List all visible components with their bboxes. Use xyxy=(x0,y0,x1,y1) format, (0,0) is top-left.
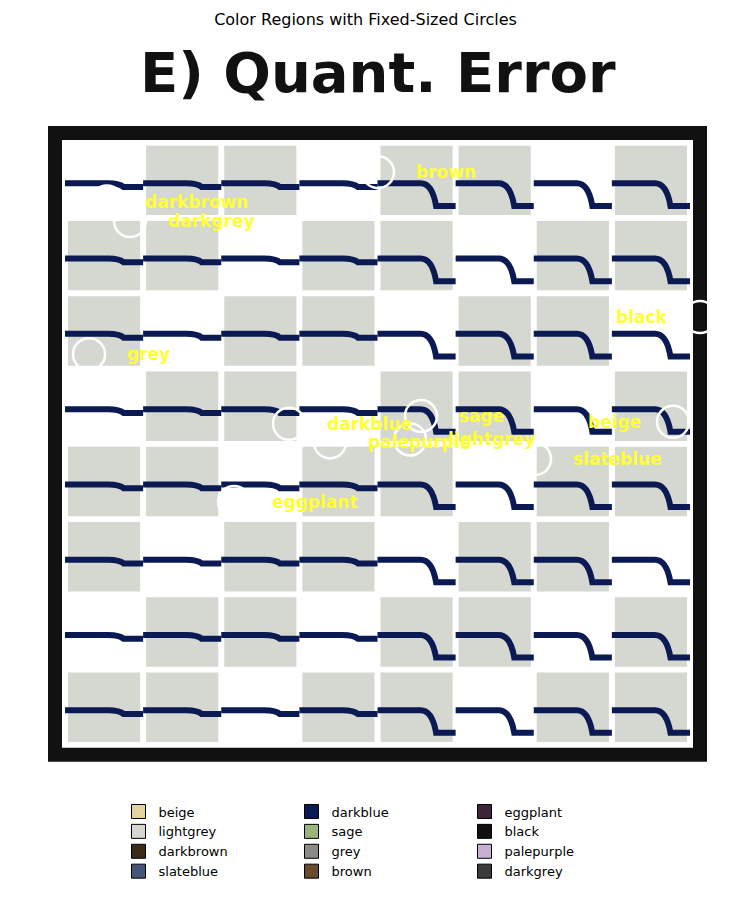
svg-text:darkbrown: darkbrown xyxy=(159,844,228,859)
svg-text:grey: grey xyxy=(332,844,361,859)
svg-text:beige: beige xyxy=(159,805,195,820)
svg-text:sage: sage xyxy=(459,406,504,426)
svg-text:brown: brown xyxy=(332,864,372,879)
svg-text:lightgrey: lightgrey xyxy=(448,429,535,449)
svg-text:eggplant: eggplant xyxy=(272,492,358,512)
svg-text:Color Regions with Fixed-Sized: Color Regions with Fixed-Sized Circles xyxy=(214,10,517,29)
svg-text:slateblue: slateblue xyxy=(573,449,662,469)
svg-text:beige: beige xyxy=(588,412,641,432)
svg-text:E) Quant. Error: E) Quant. Error xyxy=(140,40,616,105)
svg-text:darkblue: darkblue xyxy=(327,414,412,434)
svg-text:palepurple: palepurple xyxy=(368,432,471,452)
svg-text:darkblue: darkblue xyxy=(332,805,389,820)
svg-text:darkgrey: darkgrey xyxy=(168,211,255,231)
svg-text:slateblue: slateblue xyxy=(159,864,219,879)
svg-text:black: black xyxy=(505,824,540,839)
svg-text:black: black xyxy=(616,307,668,327)
svg-text:lightgrey: lightgrey xyxy=(159,824,217,839)
svg-text:darkgrey: darkgrey xyxy=(505,864,563,879)
svg-text:grey: grey xyxy=(127,344,170,364)
svg-text:palepurple: palepurple xyxy=(505,844,575,859)
svg-text:eggplant: eggplant xyxy=(505,805,563,820)
svg-text:sage: sage xyxy=(332,824,363,839)
svg-text:darkbrown: darkbrown xyxy=(145,192,248,212)
svg-text:brown: brown xyxy=(416,162,476,182)
